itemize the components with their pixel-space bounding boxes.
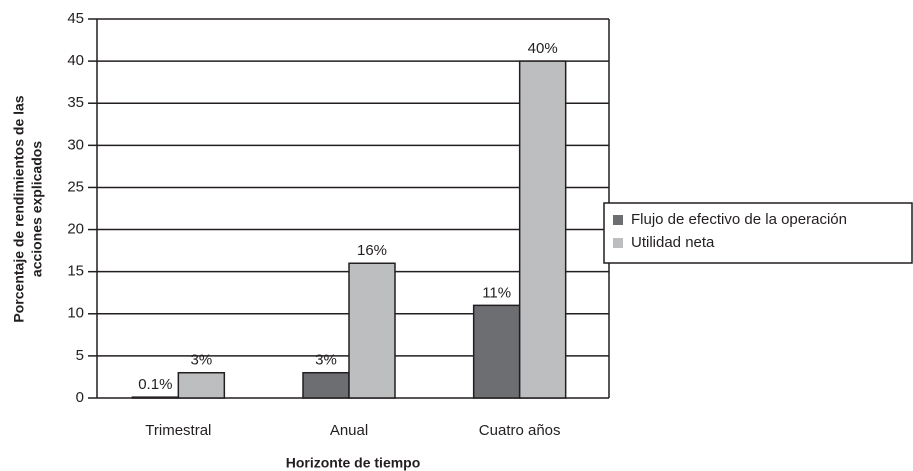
y-tick-label: 10 — [67, 305, 84, 322]
y-tick-label: 35 — [67, 94, 84, 111]
y-tick-label: 0 — [76, 389, 84, 406]
y-tick-label: 5 — [76, 347, 84, 364]
legend-label: Utilidad neta — [631, 234, 715, 251]
legend-swatch — [613, 238, 623, 248]
data-label: 40% — [528, 40, 558, 57]
bar — [472, 304, 521, 399]
data-label: 3% — [190, 352, 212, 369]
y-tick-label: 30 — [67, 136, 84, 153]
x-tick-label: Trimestral — [145, 422, 211, 439]
x-tick-label: Anual — [330, 422, 368, 439]
bar — [177, 371, 226, 399]
y-axis-label: Porcentaje de rendimientos de las accion… — [11, 95, 45, 322]
y-tick-label: 20 — [67, 221, 84, 238]
legend — [603, 202, 913, 264]
y-tick-label: 40 — [67, 52, 84, 69]
y-axis-label-line: Porcentaje de rendimientos de las — [11, 95, 27, 322]
legend-swatch — [613, 215, 623, 225]
bar — [302, 371, 350, 399]
y-tick-label: 25 — [67, 178, 84, 195]
legend-label: Flujo de efectivo de la operación — [631, 211, 847, 228]
y-axis-label-line: acciones explicados — [29, 141, 45, 277]
y-tick-label: 15 — [67, 263, 84, 280]
y-tick-label: 45 — [67, 10, 84, 27]
bar — [131, 396, 180, 399]
x-axis-label: Horizonte de tiempo — [286, 455, 421, 471]
data-label: 11% — [482, 284, 511, 301]
data-label: 0.1% — [138, 376, 172, 393]
bar — [518, 60, 567, 399]
data-label: 3% — [315, 352, 337, 369]
x-tick-label: Cuatro años — [479, 422, 561, 439]
data-label: 16% — [357, 242, 387, 259]
bar — [348, 262, 396, 399]
